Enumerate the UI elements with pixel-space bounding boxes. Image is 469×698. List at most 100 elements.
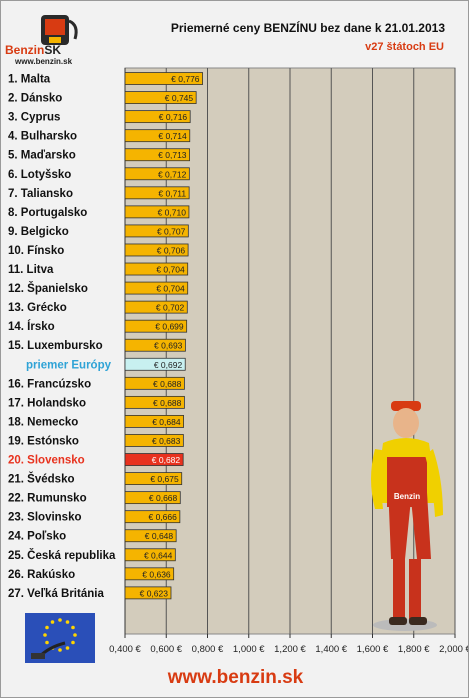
category-label: 27. Veľká Británia <box>8 588 104 600</box>
bar <box>124 148 190 162</box>
data-label: € 0,644 <box>144 550 173 560</box>
data-label: € 0,707 <box>157 226 186 236</box>
data-label: € 0,713 <box>158 150 187 160</box>
data-label: € 0,688 <box>153 379 182 389</box>
data-label: € 0,706 <box>157 245 186 255</box>
category-label: 6. Lotyšsko <box>8 169 71 181</box>
bar <box>124 395 185 409</box>
data-label: € 0,623 <box>140 588 169 598</box>
data-label: € 0,668 <box>149 493 178 503</box>
category-label: 10. Fínsko <box>8 245 64 257</box>
flag-star <box>73 633 77 637</box>
footer-url: www.benzin.sk <box>167 667 304 688</box>
logo-brand: BenzinSK <box>5 43 62 57</box>
data-label: € 0,711 <box>158 188 186 198</box>
bar <box>124 415 184 428</box>
flag-star <box>58 648 62 652</box>
data-label: € 0,776 <box>171 74 200 84</box>
data-label: € 0,683 <box>152 436 181 446</box>
bar <box>124 167 190 181</box>
data-label: € 0,636 <box>142 569 171 579</box>
bar <box>124 338 186 352</box>
data-label: € 0,682 <box>152 455 181 465</box>
category-label: 22. Rumunsko <box>8 493 87 505</box>
category-label: 3. Cyprus <box>8 112 60 124</box>
flag-star <box>45 625 49 630</box>
flag-star <box>71 640 75 645</box>
x-tick-label: 0,800 € <box>192 644 224 655</box>
bar <box>124 224 189 238</box>
x-tick-label: 0,600 € <box>150 644 182 655</box>
bar <box>124 586 172 600</box>
logo-url: www.benzin.sk <box>15 57 73 66</box>
category-label: 23. Slovinsko <box>8 512 82 524</box>
bar <box>124 453 184 466</box>
data-label: € 0,675 <box>150 474 179 484</box>
x-tick-label: 1,400 € <box>315 644 347 655</box>
data-label: € 0,704 <box>156 284 185 294</box>
bar <box>124 529 177 543</box>
category-label: 5. Maďarsko <box>8 150 76 162</box>
bar <box>124 567 175 581</box>
data-label: € 0,702 <box>156 303 185 313</box>
data-label: € 0,693 <box>154 341 183 351</box>
x-tick-label: 1,800 € <box>398 644 430 655</box>
benzin-logo-icon <box>41 15 78 45</box>
flag-star <box>43 633 47 637</box>
bar <box>124 281 189 295</box>
data-label: € 0,714 <box>158 131 187 141</box>
category-label: 9. Belgicko <box>8 226 69 238</box>
data-label: € 0,666 <box>148 512 177 522</box>
bar <box>124 243 189 257</box>
category-label: 13. Grécko <box>8 302 67 314</box>
bar <box>124 110 191 124</box>
data-label: € 0,688 <box>153 398 182 408</box>
flag-star <box>58 618 62 622</box>
data-label: € 0,745 <box>165 93 194 103</box>
bar-chart: 0,400 € 0,600 € 0,800 € 1,000 € 1,200 € 1,400… <box>8 67 468 655</box>
attendant-mascot-icon: Benzin <box>371 401 443 631</box>
data-label: € 0,712 <box>158 169 187 179</box>
flag-star <box>50 620 55 624</box>
data-label: € 0,684 <box>152 417 181 427</box>
category-label: 25. Česká republika <box>8 549 116 562</box>
category-label: 26. Rakúsko <box>8 569 75 581</box>
bar <box>124 510 181 524</box>
bar <box>124 548 176 562</box>
category-label: 15. Luxembursko <box>8 340 103 352</box>
flag-star <box>65 646 70 650</box>
x-tick-label: 0,400 € <box>109 644 141 655</box>
data-label: € 0,648 <box>145 531 174 541</box>
bar <box>124 186 190 200</box>
data-label: € 0,704 <box>156 265 185 275</box>
data-label: € 0,692 <box>154 360 183 370</box>
category-label: 12. Španielsko <box>8 282 88 295</box>
bar <box>124 91 197 104</box>
bar <box>124 300 188 314</box>
category-label: 24. Poľsko <box>8 531 66 543</box>
category-label: 19. Estónsko <box>8 435 79 447</box>
category-label: 14. Írsko <box>8 320 55 333</box>
svg-text:Benzin: Benzin <box>394 492 420 501</box>
bar <box>124 376 185 390</box>
flag-star <box>45 640 49 645</box>
category-label: 17. Holandsko <box>8 397 86 409</box>
data-label: € 0,716 <box>159 112 188 122</box>
x-tick-label: 2,000 € <box>439 644 468 655</box>
category-label: 7. Taliansko <box>8 188 73 200</box>
category-label: 1. Malta <box>8 74 51 86</box>
bar <box>124 205 190 219</box>
bar <box>124 262 189 276</box>
category-label: priemer Európy <box>26 359 112 371</box>
category-label: 21. Švédsko <box>8 473 74 486</box>
category-label: 2. Dánsko <box>8 93 62 105</box>
bar <box>124 491 181 505</box>
bar <box>124 357 186 371</box>
category-label: 16. Francúzsko <box>8 378 91 390</box>
x-tick-label: 1,600 € <box>357 644 389 655</box>
category-label: 20. Slovensko <box>8 455 85 467</box>
bar <box>124 434 184 447</box>
eu-flag-icon <box>25 613 95 663</box>
bar <box>124 72 203 85</box>
